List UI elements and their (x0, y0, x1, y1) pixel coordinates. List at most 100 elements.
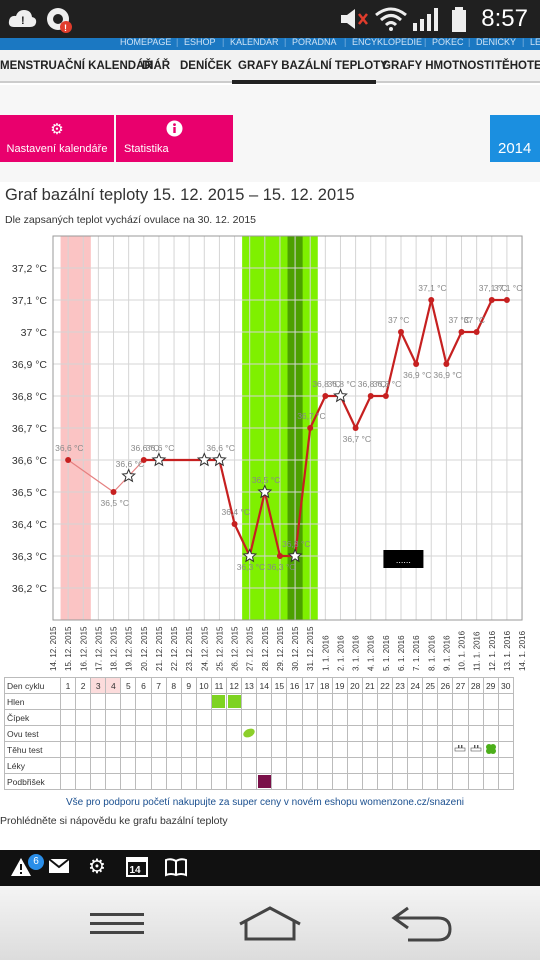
table-cell[interactable] (180, 773, 197, 790)
table-cell[interactable] (210, 693, 228, 710)
table-cell[interactable] (452, 757, 469, 774)
table-cell[interactable] (226, 693, 243, 710)
table-cell[interactable] (75, 725, 92, 742)
table-cell[interactable] (497, 773, 514, 790)
table-cell[interactable] (90, 741, 107, 758)
table-cell[interactable] (497, 709, 514, 726)
table-cell[interactable] (256, 709, 273, 726)
table-cell[interactable] (75, 709, 92, 726)
table-cell[interactable] (165, 709, 182, 726)
table-cell[interactable] (497, 725, 514, 742)
table-cell[interactable] (180, 725, 197, 742)
tab-denicek[interactable]: DENÍČEK (180, 60, 232, 72)
table-cell[interactable] (392, 741, 409, 758)
topnav-poradna[interactable]: PORADNA (292, 38, 337, 47)
table-cell[interactable] (241, 773, 258, 790)
table-cell[interactable] (467, 709, 484, 726)
table-cell[interactable] (316, 741, 333, 758)
table-cell[interactable] (301, 773, 318, 790)
table-cell[interactable] (376, 757, 394, 774)
table-cell[interactable] (392, 709, 409, 726)
table-cell[interactable] (241, 709, 258, 726)
table-cell[interactable] (452, 725, 469, 742)
table-cell[interactable] (165, 741, 182, 758)
table-cell[interactable] (150, 741, 167, 758)
table-cell[interactable] (59, 773, 77, 790)
table-cell[interactable] (392, 773, 409, 790)
settings-gear-icon[interactable]: ⚙ (88, 856, 106, 878)
table-cell[interactable] (346, 725, 363, 742)
table-cell[interactable] (407, 757, 424, 774)
table-cell[interactable] (226, 725, 243, 742)
table-cell[interactable] (316, 725, 333, 742)
table-cell[interactable] (120, 693, 137, 710)
table-cell[interactable] (497, 741, 514, 758)
table-cell[interactable] (120, 725, 137, 742)
table-cell[interactable] (346, 693, 363, 710)
table-cell[interactable] (226, 709, 243, 726)
table-cell[interactable] (135, 741, 152, 758)
table-cell[interactable] (286, 693, 303, 710)
table-cell[interactable] (361, 741, 378, 758)
table-cell[interactable] (210, 773, 228, 790)
table-cell[interactable] (452, 693, 469, 710)
table-cell[interactable] (180, 693, 197, 710)
table-cell[interactable] (482, 757, 499, 774)
table-cell[interactable] (407, 693, 424, 710)
table-cell[interactable] (271, 725, 288, 742)
help-link[interactable]: Prohlédněte si nápovědu ke grafu bazální… (0, 815, 228, 827)
table-cell[interactable] (437, 741, 454, 758)
table-cell[interactable] (271, 709, 288, 726)
table-cell[interactable] (226, 773, 243, 790)
table-cell[interactable] (467, 725, 484, 742)
tab-menstruacni-kalendar[interactable]: MENSTRUAČNÍ KALENDÁŘ (0, 60, 153, 72)
year-tile[interactable]: 2014 (490, 115, 540, 162)
table-cell[interactable] (422, 757, 439, 774)
home-icon[interactable] (236, 906, 304, 942)
table-cell[interactable] (407, 725, 424, 742)
table-cell[interactable] (376, 693, 394, 710)
table-cell[interactable] (75, 773, 92, 790)
table-cell[interactable] (422, 725, 439, 742)
table-cell[interactable] (301, 693, 318, 710)
back-icon[interactable] (388, 904, 454, 944)
table-cell[interactable] (120, 773, 137, 790)
topnav-denicky[interactable]: DENÍČKY (476, 38, 517, 47)
table-cell[interactable] (210, 709, 228, 726)
table-cell[interactable] (482, 773, 499, 790)
table-cell[interactable] (120, 757, 137, 774)
table-cell[interactable] (105, 741, 122, 758)
table-cell[interactable] (376, 773, 394, 790)
mail-icon[interactable] (48, 857, 70, 880)
table-cell[interactable] (256, 693, 273, 710)
table-cell[interactable] (437, 773, 454, 790)
table-cell[interactable] (105, 709, 122, 726)
table-cell[interactable] (150, 757, 167, 774)
table-cell[interactable] (135, 757, 152, 774)
table-cell[interactable] (105, 757, 122, 774)
table-cell[interactable] (497, 693, 514, 710)
table-cell[interactable] (437, 709, 454, 726)
table-cell[interactable] (135, 773, 152, 790)
table-cell[interactable] (437, 757, 454, 774)
calendar-icon[interactable]: 14 (126, 855, 148, 882)
table-cell[interactable] (286, 773, 303, 790)
table-cell[interactable] (437, 725, 454, 742)
table-cell[interactable] (271, 773, 288, 790)
table-cell[interactable] (301, 741, 318, 758)
table-cell[interactable] (316, 773, 333, 790)
table-cell[interactable] (105, 725, 122, 742)
table-cell[interactable] (271, 741, 288, 758)
table-cell[interactable] (256, 757, 273, 774)
table-cell[interactable] (59, 757, 77, 774)
table-cell[interactable] (195, 773, 212, 790)
table-cell[interactable] (105, 773, 122, 790)
topnav-kalendar[interactable]: KALENDÁŘ (230, 38, 279, 47)
table-cell[interactable] (467, 693, 484, 710)
table-cell[interactable] (331, 693, 348, 710)
table-cell[interactable] (195, 693, 212, 710)
table-cell[interactable] (331, 773, 348, 790)
table-cell[interactable] (482, 725, 499, 742)
table-cell[interactable] (407, 773, 424, 790)
table-cell[interactable] (286, 709, 303, 726)
